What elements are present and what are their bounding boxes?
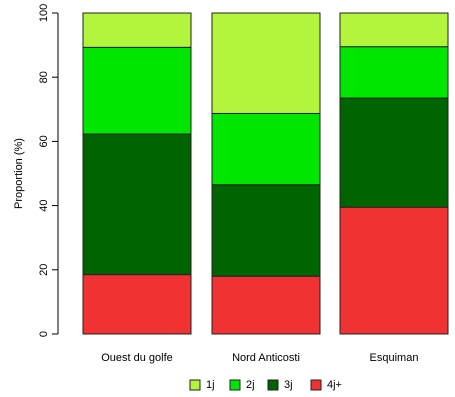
- bar-segment-esquiman-2j: [339, 46, 449, 99]
- y-tick-label: 40: [38, 199, 50, 211]
- y-tick-label: 0: [38, 331, 50, 337]
- bar-segment-ouest-du-golfe-3j: [82, 133, 192, 276]
- bar-segment-esquiman-3j: [339, 97, 449, 208]
- bar-segment-ouest-du-golfe-1j: [82, 12, 192, 48]
- y-tick-label: 100: [38, 4, 50, 22]
- legend: 1j 2j 3j 4j+: [189, 379, 342, 391]
- legend-swatch: [267, 379, 279, 391]
- legend-label: 2j: [246, 379, 255, 391]
- bar-segment-esquiman-4j: [339, 206, 449, 335]
- legend-label: 1j: [206, 379, 215, 391]
- legend-item-4j: 4j+: [310, 379, 342, 391]
- legend-swatch: [189, 379, 201, 391]
- bar-segment-nord-anticosti-1j: [211, 12, 321, 114]
- bars-layer: [82, 12, 449, 335]
- legend-item-2j: 2j: [229, 379, 255, 391]
- legend-label: 3j: [284, 379, 293, 391]
- y-tick-label: 80: [38, 71, 50, 83]
- legend-item-1j: 1j: [189, 379, 215, 391]
- x-axis: Ouest du golfe Nord Anticosti Esquiman: [101, 352, 418, 364]
- y-tick-label: 60: [38, 135, 50, 147]
- bar-segment-nord-anticosti-2j: [211, 112, 321, 186]
- legend-swatch: [229, 379, 241, 391]
- legend-swatch: [310, 379, 322, 391]
- legend-item-3j: 3j: [267, 379, 293, 391]
- y-tick-label: 20: [38, 264, 50, 276]
- x-category-label-nord-anticosti: Nord Anticosti: [232, 352, 300, 364]
- y-axis: 0 20 40 60 80 100: [38, 4, 59, 337]
- y-axis-title: Proportion (%): [13, 138, 25, 209]
- bar-segment-esquiman-1j: [339, 12, 449, 48]
- bar-segment-ouest-du-golfe-2j: [82, 46, 192, 135]
- legend-label: 4j+: [327, 379, 342, 391]
- bar-segment-nord-anticosti-3j: [211, 184, 321, 277]
- bar-segment-nord-anticosti-4j: [211, 275, 321, 335]
- x-category-label-ouest-du-golfe: Ouest du golfe: [101, 352, 173, 364]
- bar-segment-ouest-du-golfe-4j: [82, 274, 192, 335]
- x-category-label-esquiman: Esquiman: [370, 352, 419, 364]
